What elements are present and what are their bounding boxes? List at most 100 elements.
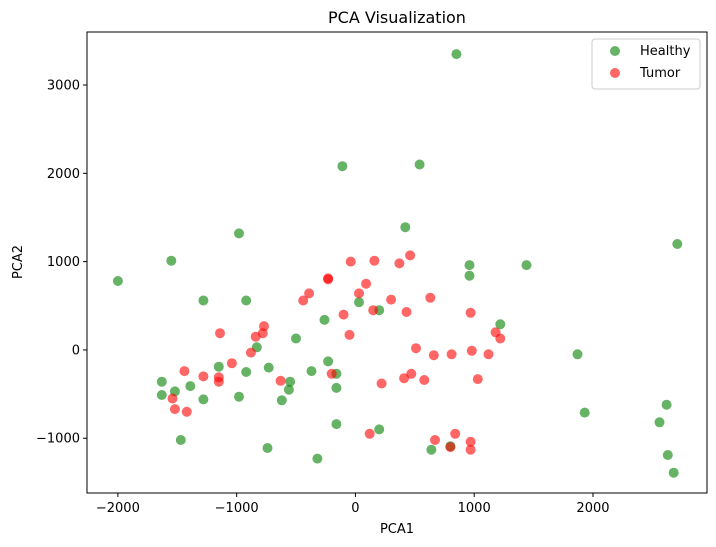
y-tick-label: −1000 <box>36 432 80 447</box>
ticks-layer: −2000 −1000 0 1000 2000 −1000 0 1000 2000 3000 <box>36 78 610 516</box>
tumor-point-25 <box>368 305 379 316</box>
tumor-point-32 <box>405 250 416 261</box>
healthy-point-23 <box>323 356 334 367</box>
legend: Healthy Tumor <box>591 38 701 90</box>
tumor-point-9 <box>245 347 256 358</box>
healthy-point-34 <box>464 260 475 271</box>
tumor-point-1 <box>169 404 180 415</box>
healthy-point-43 <box>654 417 665 428</box>
healthy-point-42 <box>579 407 590 418</box>
healthy-point-19 <box>285 376 296 387</box>
healthy-point-46 <box>668 467 679 478</box>
plot-frame <box>86 31 708 494</box>
tumor-point-37 <box>428 350 439 361</box>
healthy-point-12 <box>241 367 252 377</box>
healthy-point-21 <box>306 366 317 377</box>
tumor-point-3 <box>181 406 192 417</box>
tumor-point-29 <box>394 258 405 269</box>
tumor-point-21 <box>345 256 356 267</box>
healthy-point-16 <box>262 443 273 453</box>
tumor-point-2 <box>179 366 190 377</box>
x-tick-label: −1000 <box>215 501 259 516</box>
tumor-point-31 <box>401 307 412 317</box>
healthy-point-36 <box>521 260 532 271</box>
healthy-point-17 <box>276 395 287 406</box>
tumor-point-44 <box>465 307 476 318</box>
y-tick-label: 1000 <box>47 255 80 270</box>
healthy-point-11 <box>213 361 224 372</box>
y-tick-label: 0 <box>72 343 80 358</box>
legend-marker-healthy <box>610 46 620 56</box>
healthy-point-6 <box>156 390 167 400</box>
tumor-point-47 <box>483 349 494 360</box>
healthy-point-25 <box>331 382 342 393</box>
tumor-point-20 <box>344 329 355 340</box>
healthy-point-35 <box>464 270 475 281</box>
tumor-point-39 <box>446 349 457 360</box>
y-tick-label: 2000 <box>47 167 80 182</box>
healthy-point-28 <box>337 161 348 172</box>
healthy-point-31 <box>374 424 385 435</box>
tumor-point-33 <box>406 368 417 379</box>
healthy-point-9 <box>175 435 186 445</box>
tumor-point-36 <box>425 292 436 303</box>
tumor-point-45 <box>466 345 477 356</box>
healthy-point-0 <box>112 276 123 286</box>
series-tumor <box>167 250 506 455</box>
healthy-point-37 <box>495 319 506 330</box>
healthy-point-8 <box>185 381 196 392</box>
legend-marker-tumor <box>610 68 620 78</box>
tumor-point-46 <box>472 374 483 385</box>
tumor-point-13 <box>275 375 286 386</box>
healthy-point-20 <box>291 333 301 344</box>
chart-title: PCA Visualization <box>328 8 466 27</box>
legend-label-tumor: Tumor <box>639 66 681 81</box>
tumor-point-17 <box>323 274 334 285</box>
healthy-point-2 <box>234 228 244 239</box>
healthy-point-44 <box>661 399 672 410</box>
healthy-point-22 <box>319 314 330 325</box>
tumor-point-12 <box>259 321 269 332</box>
tumor-point-23 <box>361 278 372 289</box>
tumor-point-7 <box>215 328 225 339</box>
tumor-point-18 <box>326 368 337 379</box>
points-layer <box>112 49 683 478</box>
tumor-point-38 <box>430 435 440 445</box>
tumor-point-43 <box>465 444 476 455</box>
tumor-point-34 <box>411 343 421 354</box>
tumor-point-35 <box>419 375 430 385</box>
healthy-point-4 <box>198 295 209 306</box>
tumor-point-41 <box>445 442 456 453</box>
tumor-point-15 <box>304 288 315 299</box>
healthy-point-13 <box>234 391 244 402</box>
tumor-point-4 <box>198 371 209 382</box>
healthy-point-10 <box>198 394 209 405</box>
x-tick-label: −2000 <box>96 501 140 516</box>
tumor-point-19 <box>338 309 349 320</box>
legend-label-healthy: Healthy <box>640 44 691 59</box>
tumor-point-26 <box>369 255 380 266</box>
healthy-point-41 <box>572 349 583 360</box>
tumor-point-42 <box>465 436 476 447</box>
tumor-point-49 <box>495 333 506 344</box>
healthy-point-18 <box>283 384 294 395</box>
y-axis-label: PCA2 <box>11 245 26 279</box>
healthy-point-45 <box>662 450 673 460</box>
tumor-point-22 <box>354 288 364 299</box>
healthy-point-38 <box>451 49 462 60</box>
healthy-point-26 <box>331 419 342 430</box>
healthy-point-5 <box>156 376 167 387</box>
series-healthy <box>112 49 683 478</box>
x-axis-label: PCA1 <box>380 522 414 537</box>
x-tick-label: 2000 <box>576 501 609 516</box>
healthy-point-1 <box>166 255 177 266</box>
healthy-point-15 <box>263 362 274 373</box>
healthy-point-33 <box>400 222 411 233</box>
tumor-point-8 <box>226 358 237 369</box>
healthy-point-3 <box>241 295 252 306</box>
tumor-point-27 <box>376 378 387 389</box>
healthy-point-47 <box>672 239 683 249</box>
x-tick-label: 0 <box>351 501 359 516</box>
